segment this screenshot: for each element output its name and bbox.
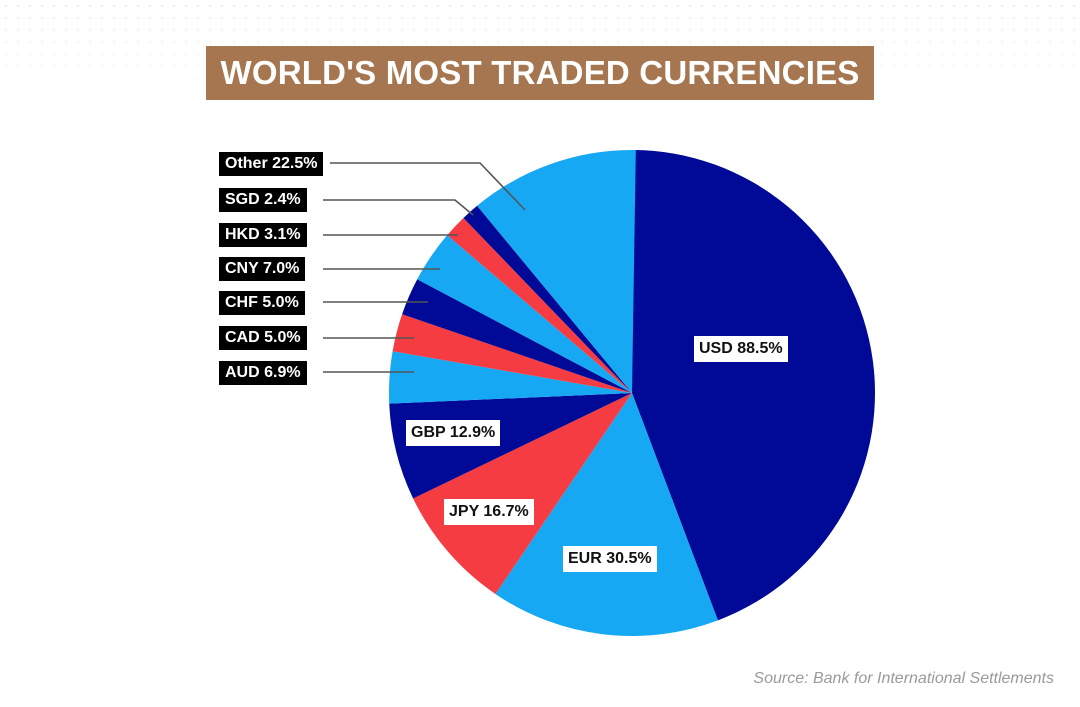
- callout-chf: CHF 5.0%: [219, 291, 305, 315]
- label-eur-text: EUR 30.5%: [568, 550, 652, 567]
- slice-jpy: [413, 393, 632, 594]
- label-jpy: JPY 16.7%: [444, 499, 534, 525]
- label-sgd: SGD 2.4%: [225, 191, 301, 208]
- slice-usd: [632, 150, 875, 621]
- label-usd-text: USD 88.5%: [699, 340, 783, 357]
- label-gbp-text: GBP 12.9%: [411, 424, 496, 441]
- source-note: Source: Bank for International Settlemen…: [753, 670, 1054, 687]
- slice-cny: [417, 235, 632, 393]
- title-banner: WORLD'S MOST TRADED CURRENCIES: [206, 46, 874, 100]
- slice-hkd: [447, 217, 632, 393]
- label-hkd: HKD 3.1%: [225, 226, 301, 243]
- label-cny: CNY 7.0%: [225, 260, 300, 277]
- slice-eur: [495, 393, 718, 636]
- slice-gbp: [389, 393, 632, 499]
- label-eur: EUR 30.5%: [563, 546, 657, 572]
- label-aud: AUD 6.9%: [225, 364, 301, 381]
- label-chf: CHF 5.0%: [225, 294, 299, 311]
- chart-title: WORLD'S MOST TRADED CURRENCIES: [220, 54, 860, 91]
- callout-aud: AUD 6.9%: [219, 361, 307, 385]
- callout-cad: CAD 5.0%: [219, 326, 307, 350]
- slice-sgd: [463, 205, 632, 393]
- leader-line-sgd: [323, 199, 474, 216]
- pie-slices: [389, 150, 875, 636]
- callout-leader-lines: [323, 162, 526, 373]
- label-cad: CAD 5.0%: [225, 329, 301, 346]
- slice-aud: [389, 351, 632, 404]
- label-other: Other 22.5%: [225, 155, 318, 172]
- label-gbp: GBP 12.9%: [406, 420, 501, 446]
- callout-cny: CNY 7.0%: [219, 257, 306, 281]
- label-usd: USD 88.5%: [694, 336, 788, 362]
- leader-line-other: [330, 162, 526, 211]
- slice-chf: [402, 279, 632, 393]
- label-jpy-text: JPY 16.7%: [449, 503, 529, 520]
- callout-sgd: SGD 2.4%: [219, 188, 307, 212]
- slice-cad: [392, 314, 632, 393]
- callout-hkd: HKD 3.1%: [219, 223, 307, 247]
- slice-other: [477, 150, 636, 393]
- callout-other: Other 22.5%: [219, 152, 324, 176]
